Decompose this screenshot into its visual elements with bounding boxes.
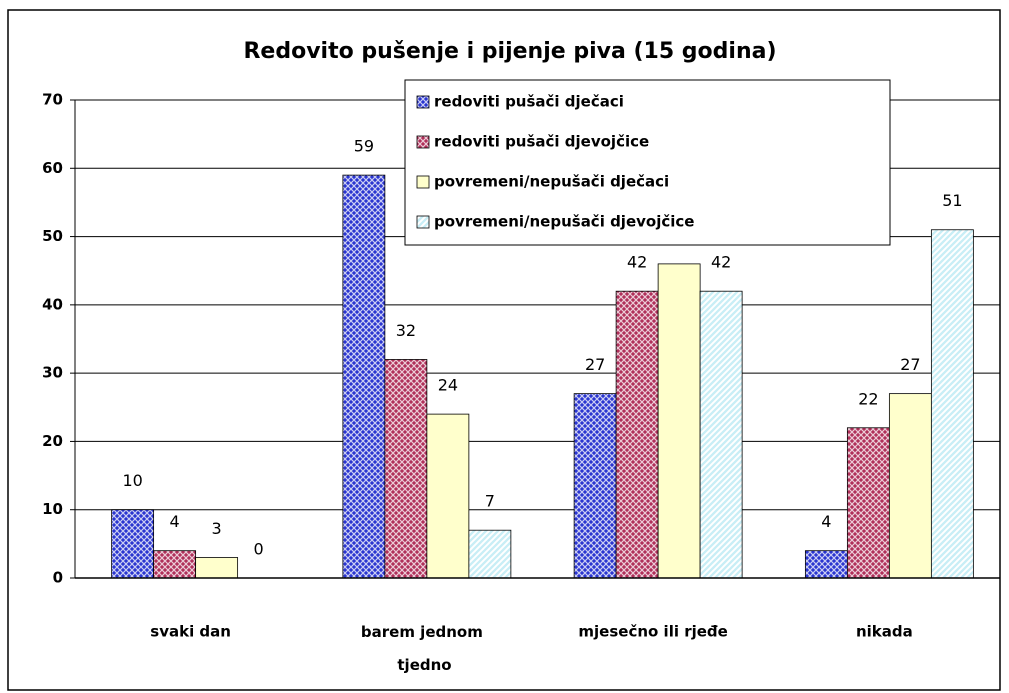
x-tick-label: barem jednom tjedno: [361, 623, 483, 674]
legend-label: redoviti pušači djevojčice: [434, 133, 649, 151]
legend-swatch: [416, 215, 430, 229]
legend-label: redoviti pušači dječaci: [434, 93, 624, 111]
value-label: 27: [585, 355, 605, 374]
bar: [930, 229, 974, 579]
y-tick-label: 0: [53, 569, 63, 587]
x-tick-label: mjesečno ili rjeđe: [578, 623, 727, 641]
value-label: 42: [711, 253, 731, 272]
value-label: 0: [254, 540, 264, 559]
x-tick-label: nikada: [856, 623, 913, 641]
y-tick-label: 40: [42, 295, 63, 313]
bar: [153, 550, 197, 579]
legend-swatch: [416, 175, 430, 189]
value-label: 59: [354, 137, 374, 156]
legend-label: povremeni/nepušači djevojčice: [434, 213, 694, 231]
y-tick-label: 30: [42, 364, 63, 382]
value-label: 3: [212, 519, 222, 538]
value-label: 4: [170, 512, 180, 531]
bar: [468, 529, 512, 579]
bar: [342, 174, 386, 579]
bar: [195, 557, 239, 579]
value-label: 32: [396, 321, 416, 340]
value-label: 7: [485, 492, 495, 511]
legend-label: povremeni/nepušači dječaci: [434, 173, 669, 191]
value-label: 4: [821, 512, 831, 531]
bar: [657, 263, 701, 579]
bar: [699, 290, 743, 579]
bar: [615, 290, 659, 579]
y-tick-label: 20: [42, 432, 63, 450]
x-tick-label: svaki dan: [150, 623, 231, 641]
value-label: 10: [122, 471, 142, 490]
legend-swatch: [416, 135, 430, 149]
y-tick-label: 70: [42, 91, 63, 109]
bar: [384, 359, 428, 579]
value-label: 27: [900, 355, 920, 374]
bar: [426, 413, 470, 579]
chart-title: Redovito pušenje i pijenje piva (15 godi…: [243, 39, 776, 64]
value-label: 51: [942, 191, 962, 210]
y-tick-label: 10: [42, 500, 63, 518]
bar: [111, 509, 155, 579]
y-tick-label: 50: [42, 227, 63, 245]
value-label: 42: [627, 253, 647, 272]
legend-swatch: [416, 95, 430, 109]
bar: [804, 550, 848, 579]
value-label: 24: [438, 376, 458, 395]
bar: [573, 393, 617, 579]
bar: [888, 393, 932, 579]
value-label: 22: [858, 389, 878, 408]
legend-box: [404, 79, 891, 246]
bar: [846, 427, 890, 579]
y-tick-label: 60: [42, 159, 63, 177]
